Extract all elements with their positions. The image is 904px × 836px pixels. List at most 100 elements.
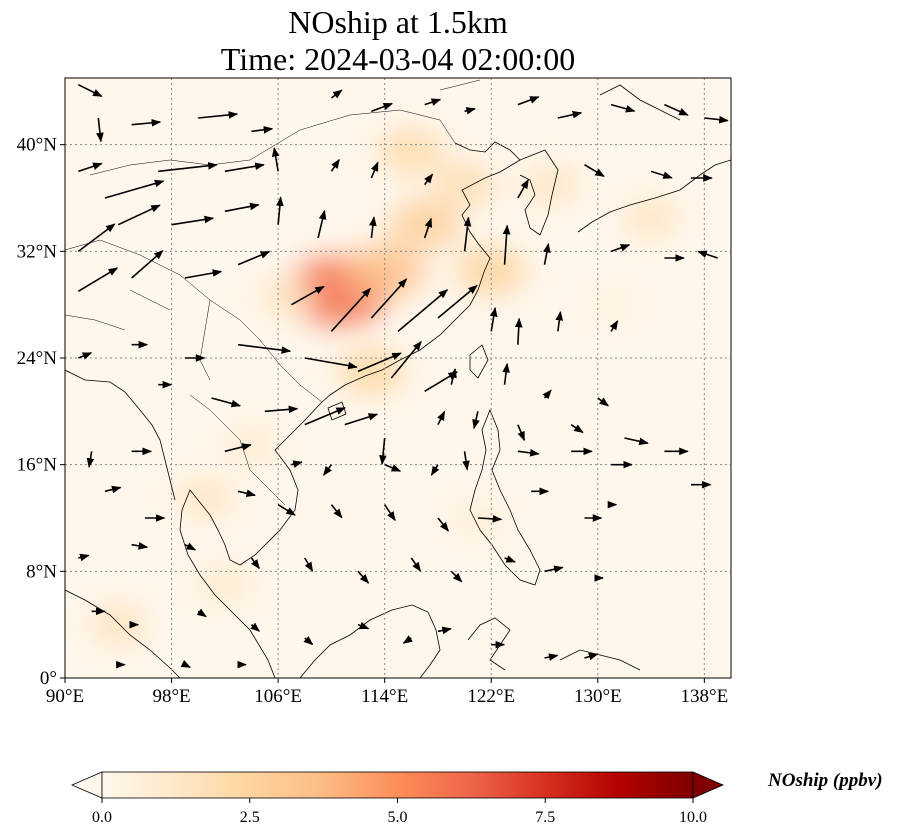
wind-arrow xyxy=(237,250,271,266)
wind-arrow xyxy=(357,352,402,373)
coastline-borneo xyxy=(299,604,441,678)
map-title: NOship at 1.5km xyxy=(288,4,508,40)
y-tick-label: 24°N xyxy=(17,348,58,369)
wind-arrow xyxy=(131,250,164,279)
concentration-blob xyxy=(223,425,279,464)
wind-arrow xyxy=(424,173,434,186)
wind-arrow xyxy=(423,217,433,239)
concentration-blob xyxy=(196,565,253,605)
concentration-blob xyxy=(88,603,149,646)
wind-arrow xyxy=(463,216,472,252)
concentration-blob xyxy=(255,277,314,319)
axis-ticks: 90°E 98°E 106°E 114°E 122°E 130°E 138°E 0° 8°N 16… xyxy=(17,135,729,707)
wind-arrow xyxy=(158,161,218,173)
wind-arrow xyxy=(277,503,296,516)
wind-arrow xyxy=(390,340,422,379)
colorbar-tick-label: 0.0 xyxy=(92,809,112,826)
wind-arrow xyxy=(624,437,649,446)
wind-arrow xyxy=(557,110,583,119)
wind-arrow xyxy=(171,215,215,226)
coastline-korea xyxy=(519,149,559,236)
wind-arrow xyxy=(330,89,343,99)
y-tick-label: 8°N xyxy=(26,561,57,582)
y-tick-label: 0° xyxy=(40,668,57,689)
wind-arrow xyxy=(664,103,689,116)
wind-arrow xyxy=(517,96,540,106)
wind-arrow xyxy=(78,553,90,562)
colorbar-body xyxy=(101,771,694,799)
wind-arrow xyxy=(357,570,370,584)
wind-arrow xyxy=(450,570,463,583)
wind-arrow xyxy=(291,460,303,468)
wind-arrow xyxy=(117,204,161,226)
wind-arrow xyxy=(544,653,559,661)
colorbar-label: NOship (ppbv) xyxy=(768,770,883,791)
wind-arrow xyxy=(517,424,526,442)
wind-arrow xyxy=(514,317,523,345)
wind-arrow xyxy=(437,284,478,319)
wind-arrow xyxy=(504,555,516,563)
wind-arrow xyxy=(410,557,422,572)
wind-arrow xyxy=(384,463,402,472)
wind-arrow xyxy=(330,287,372,332)
wind-arrow xyxy=(357,621,370,630)
wind-arrow xyxy=(131,119,162,127)
wind-arrow xyxy=(304,357,358,370)
wind-arrow xyxy=(543,242,551,265)
wind-arrow xyxy=(224,202,260,213)
wind-arrow xyxy=(402,635,413,644)
concentration-blob xyxy=(337,348,406,395)
wind-arrow xyxy=(224,162,265,173)
wind-arrow xyxy=(77,83,103,98)
wind-arrow xyxy=(271,146,280,172)
wind-arrow xyxy=(224,443,252,453)
map-subtitle-time: Time: 2024-03-04 02:00:00 xyxy=(220,41,576,77)
colorbar-tick-label: 5.0 xyxy=(388,809,408,826)
wind-arrow xyxy=(544,565,564,573)
wind-arrow xyxy=(104,179,165,199)
wind-arrow xyxy=(104,485,122,494)
colorbar-tick-label: 2.5 xyxy=(240,809,260,826)
wind-arrow xyxy=(472,411,480,430)
wind-arrow xyxy=(77,267,119,293)
wind-arrow xyxy=(237,489,256,498)
wind-arrow xyxy=(502,224,511,265)
wind-arrow xyxy=(184,269,223,279)
wind-arrow xyxy=(477,514,503,523)
concentration-blob xyxy=(621,197,681,239)
colorbar-tick-label: 10.0 xyxy=(679,809,707,826)
map-frame xyxy=(64,77,732,679)
wind-arrow xyxy=(303,636,314,646)
wind-arrow xyxy=(437,517,449,532)
coastline-hainan xyxy=(327,401,347,421)
wind-arrow xyxy=(610,244,631,253)
y-tick-label: 32°N xyxy=(17,241,58,262)
wind-vectors xyxy=(77,83,729,669)
wind-arrow xyxy=(517,178,529,199)
wind-arrow xyxy=(424,98,442,106)
concentration-blob xyxy=(521,164,581,206)
concentration-blob xyxy=(175,477,235,519)
wind-arrow xyxy=(704,115,729,124)
coastline-sulawesi xyxy=(467,617,511,671)
colorbar: 0.0 2.5 5.0 7.5 10.0 xyxy=(70,771,725,826)
wind-arrow xyxy=(276,196,284,225)
x-tick-label: 106°E xyxy=(254,686,302,707)
wind-arrow xyxy=(697,250,718,259)
wind-arrow xyxy=(250,557,260,570)
x-tick-label: 98°E xyxy=(152,686,190,707)
wind-arrow xyxy=(131,542,149,550)
wind-arrow xyxy=(502,362,510,385)
concentration-blob xyxy=(378,128,445,174)
concentration-blob xyxy=(456,247,527,296)
wind-arrow xyxy=(198,111,239,119)
concentration-blob xyxy=(586,286,637,323)
wind-arrow xyxy=(437,626,452,635)
x-tick-label: 90°E xyxy=(46,686,84,707)
wind-arrow xyxy=(609,320,619,332)
wind-arrow xyxy=(369,216,377,239)
wind-arrow xyxy=(238,343,292,354)
wind-arrow xyxy=(384,504,396,522)
wind-arrow xyxy=(397,289,449,332)
